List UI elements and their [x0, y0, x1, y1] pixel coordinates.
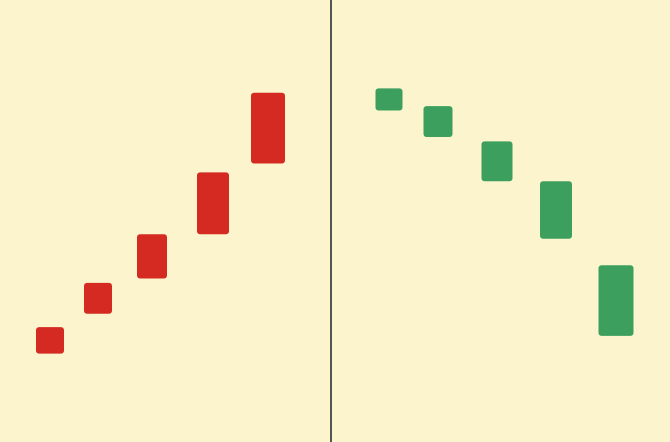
bearish-candle-2 — [423, 106, 453, 137]
bearish-candle-3 — [481, 141, 513, 182]
bullish-candle-4 — [197, 172, 229, 235]
panel-falling-candles — [375, 88, 634, 336]
bearish-candle-5 — [598, 265, 634, 336]
bullish-candle-1 — [36, 327, 64, 354]
bullish-candle-3 — [137, 234, 167, 279]
bullish-candle-5 — [251, 92, 285, 164]
bearish-candle-4 — [540, 181, 572, 239]
bullish-candle-2 — [84, 282, 112, 314]
bearish-candle-1 — [375, 88, 403, 111]
panel-rising-candles — [36, 92, 285, 354]
